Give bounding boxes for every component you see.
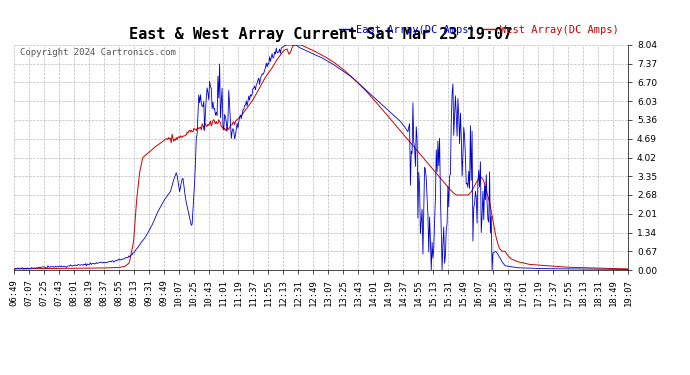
Text: Copyright 2024 Cartronics.com: Copyright 2024 Cartronics.com bbox=[20, 48, 176, 57]
Title: East & West Array Current Sat Mar 23 19:07: East & West Array Current Sat Mar 23 19:… bbox=[129, 27, 513, 42]
Legend: East Array(DC Amps), West Array(DC Amps): East Array(DC Amps), West Array(DC Amps) bbox=[335, 21, 622, 39]
